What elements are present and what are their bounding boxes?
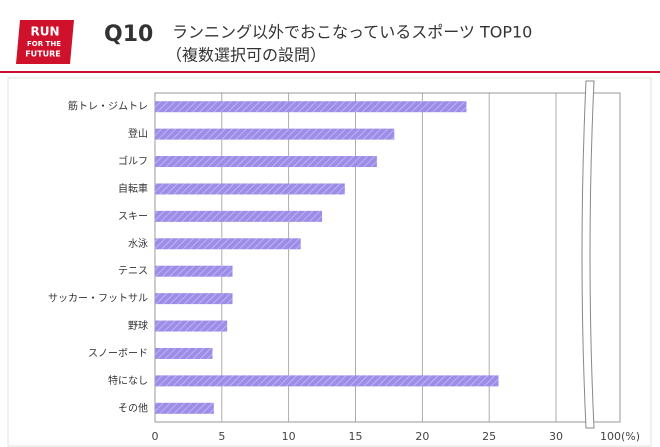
bar-hatch xyxy=(155,101,467,113)
y-tick-label: 特になし xyxy=(108,375,148,387)
x-tick-label: 0 xyxy=(152,430,159,443)
chart-title: ランニング以外でおこなっているスポーツ TOP10 xyxy=(172,23,532,42)
x-tick-label: 25 xyxy=(482,430,496,443)
bar-hatch xyxy=(155,265,233,277)
y-tick-label: その他 xyxy=(118,401,148,414)
chart-subtitle: （複数選択可の設問） xyxy=(166,46,326,65)
x-tick-label: 100(%) xyxy=(600,430,640,443)
logo: RUN FOR THE FUTURE xyxy=(16,20,74,64)
x-tick-label: 20 xyxy=(415,430,429,443)
y-tick-label: ゴルフ xyxy=(118,155,148,168)
y-tick-label: スキー xyxy=(118,211,148,222)
logo-text: RUN xyxy=(30,25,59,39)
y-tick-label: 筋トレ・ジムトレ xyxy=(68,100,148,113)
logo-text: FUTURE xyxy=(25,50,61,59)
axis-break xyxy=(581,80,595,429)
x-tick-label: 10 xyxy=(282,430,296,443)
bar-hatch xyxy=(155,375,499,387)
y-tick-label: スノーボード xyxy=(88,347,148,359)
y-tick-label: テニス xyxy=(118,266,148,277)
bar-hatch xyxy=(155,238,301,250)
plot-area xyxy=(154,92,621,423)
bar-hatch xyxy=(155,183,345,195)
y-tick-label: 水泳 xyxy=(128,238,148,250)
x-tick-label: 30 xyxy=(549,430,563,443)
x-tick-label: 15 xyxy=(349,430,363,443)
y-tick-label: 自転車 xyxy=(118,182,148,195)
bar-hatch xyxy=(155,347,213,359)
bar-hatch xyxy=(155,128,395,140)
y-tick-label: 野球 xyxy=(128,319,148,332)
y-tick-label: サッカー・フットサル xyxy=(48,293,148,305)
logo-box xyxy=(16,20,74,64)
bar-hatch xyxy=(155,210,323,222)
bar-hatch xyxy=(155,293,233,305)
bar-hatch xyxy=(155,402,214,414)
bar-hatch xyxy=(155,320,228,332)
x-tick-label: 5 xyxy=(218,430,225,443)
logo-text: FOR THE xyxy=(27,40,61,48)
chart-frame xyxy=(7,77,652,447)
bar-hatch xyxy=(155,156,377,168)
y-tick-label: 登山 xyxy=(128,127,148,140)
question: Q10 xyxy=(104,22,153,47)
